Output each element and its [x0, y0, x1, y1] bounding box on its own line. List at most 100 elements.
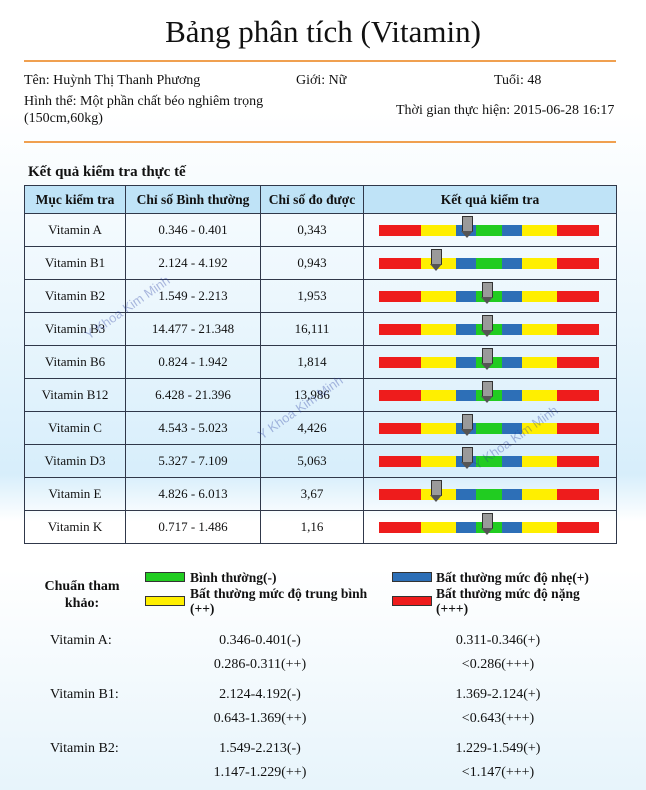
gauge-marker-tip: [461, 230, 473, 238]
gauge-marker: [431, 248, 442, 265]
cell-normal-range: 0.346 - 0.401: [125, 213, 261, 247]
cell-normal-range: 5.327 - 7.109: [125, 444, 261, 478]
table-row: Vitamin B3 14.477 - 21.348 16,111: [24, 312, 617, 346]
cell-item: Vitamin K: [24, 510, 126, 544]
result-gauge: [379, 479, 601, 502]
gauge-segment: [557, 356, 599, 368]
gauge-segment: [522, 488, 557, 500]
cell-item: Vitamin B6: [24, 345, 126, 379]
gauge-segment: [456, 257, 476, 269]
table-row: Vitamin D3 5.327 - 7.109 5,063: [24, 444, 617, 478]
gauge-segment: [522, 389, 557, 401]
legend-swatch-normal: [145, 572, 185, 582]
gauge-marker: [482, 512, 493, 529]
gauge-segment: [456, 521, 476, 533]
reference-range-moderate: 0.643-1.369(++): [213, 711, 307, 726]
cell-item: Vitamin B2: [24, 279, 126, 313]
reference-vitamin-name: Vitamin B1:: [50, 687, 119, 702]
gauge-segment: [379, 521, 421, 533]
gauge-segment: [522, 521, 557, 533]
gauge-marker: [482, 281, 493, 298]
gauge-segment: [421, 389, 456, 401]
cell-normal-range: 0.824 - 1.942: [125, 345, 261, 379]
table-row: Vitamin C 4.543 - 5.023 4,426: [24, 411, 617, 445]
cell-item: Vitamin B1: [24, 246, 126, 280]
gauge-segment: [502, 323, 522, 335]
title-divider: [24, 60, 616, 62]
gauge-segment: [379, 224, 421, 236]
col-header-result: Kết quả kiểm tra: [363, 185, 617, 214]
cell-normal-range: 0.717 - 1.486: [125, 510, 261, 544]
gauge-segment: [476, 455, 502, 467]
cell-item: Vitamin D3: [24, 444, 126, 478]
gauge-segment: [502, 455, 522, 467]
results-table: Mục kiểm tra Chỉ số Bình thường Chỉ số đ…: [24, 185, 617, 544]
reference-vitamin-name: Vitamin B2:: [50, 741, 119, 756]
gauge-marker: [482, 347, 493, 364]
gauge-segment: [421, 290, 456, 302]
gauge-segment: [522, 290, 557, 302]
gauge-segment: [557, 521, 599, 533]
cell-normal-range: 1.549 - 2.213: [125, 279, 261, 313]
reference-range-normal: 1.549-2.213(-): [219, 741, 301, 756]
cell-result-gauge: [363, 279, 617, 313]
gauge-segment: [379, 389, 421, 401]
cell-measured: 0,343: [260, 213, 364, 247]
cell-normal-range: 4.543 - 5.023: [125, 411, 261, 445]
gauge-segment: [456, 389, 476, 401]
result-gauge: [379, 380, 601, 403]
gauge-marker-tip: [430, 494, 442, 502]
gauge-marker-tip: [481, 527, 493, 535]
gauge-segment: [502, 257, 522, 269]
cell-measured: 1,953: [260, 279, 364, 313]
cell-measured: 1,814: [260, 345, 364, 379]
cell-measured: 1,16: [260, 510, 364, 544]
gauge-segment: [476, 422, 502, 434]
cell-result-gauge: [363, 378, 617, 412]
gauge-segment: [456, 488, 476, 500]
cell-item: Vitamin C: [24, 411, 126, 445]
gauge-segment: [379, 290, 421, 302]
cell-item: Vitamin B12: [24, 378, 126, 412]
gauge-segment: [522, 455, 557, 467]
cell-measured: 0,943: [260, 246, 364, 280]
cell-measured: 5,063: [260, 444, 364, 478]
cell-normal-range: 14.477 - 21.348: [125, 312, 261, 346]
legend-swatch-severe: [392, 596, 432, 606]
reference-range-moderate: 0.286-0.311(++): [213, 657, 307, 672]
gauge-segment: [379, 422, 421, 434]
result-gauge: [379, 512, 601, 535]
gauge-segment: [522, 224, 557, 236]
cell-normal-range: 6.428 - 21.396: [125, 378, 261, 412]
gauge-segment: [421, 356, 456, 368]
gauge-segment: [502, 422, 522, 434]
result-gauge: [379, 314, 601, 337]
gauge-segment: [502, 389, 522, 401]
gauge-segment: [522, 422, 557, 434]
gauge-segment: [557, 422, 599, 434]
col-header-measured: Chỉ số đo được: [260, 185, 364, 214]
gauge-segment: [476, 224, 502, 236]
cell-measured: 16,111: [260, 312, 364, 346]
gauge-segment: [421, 323, 456, 335]
cell-item: Vitamin B3: [24, 312, 126, 346]
result-gauge: [379, 413, 601, 436]
cell-result-gauge: [363, 510, 617, 544]
legend-label-normal: Bình thường(-): [190, 570, 277, 585]
gauge-segment: [522, 323, 557, 335]
cell-measured: 3,67: [260, 477, 364, 511]
gauge-marker-tip: [461, 428, 473, 436]
reference-range-normal: 0.346-0.401(-): [219, 633, 301, 648]
legend-heading: Chuẩn tham khảo:: [44, 579, 120, 611]
gauge-marker: [482, 314, 493, 331]
cell-item: Vitamin A: [24, 213, 126, 247]
gauge-marker-tip: [481, 329, 493, 337]
gauge-marker: [462, 413, 473, 430]
cell-item: Vitamin E: [24, 477, 126, 511]
gauge-segment: [456, 356, 476, 368]
cell-result-gauge: [363, 477, 617, 511]
cell-normal-range: 2.124 - 4.192: [125, 246, 261, 280]
patient-gender: Giới: Nữ: [296, 73, 347, 88]
gauge-segment: [456, 323, 476, 335]
patient-body-shape: Hình thể: Một phần chất béo nghiêm trọng: [24, 94, 264, 109]
